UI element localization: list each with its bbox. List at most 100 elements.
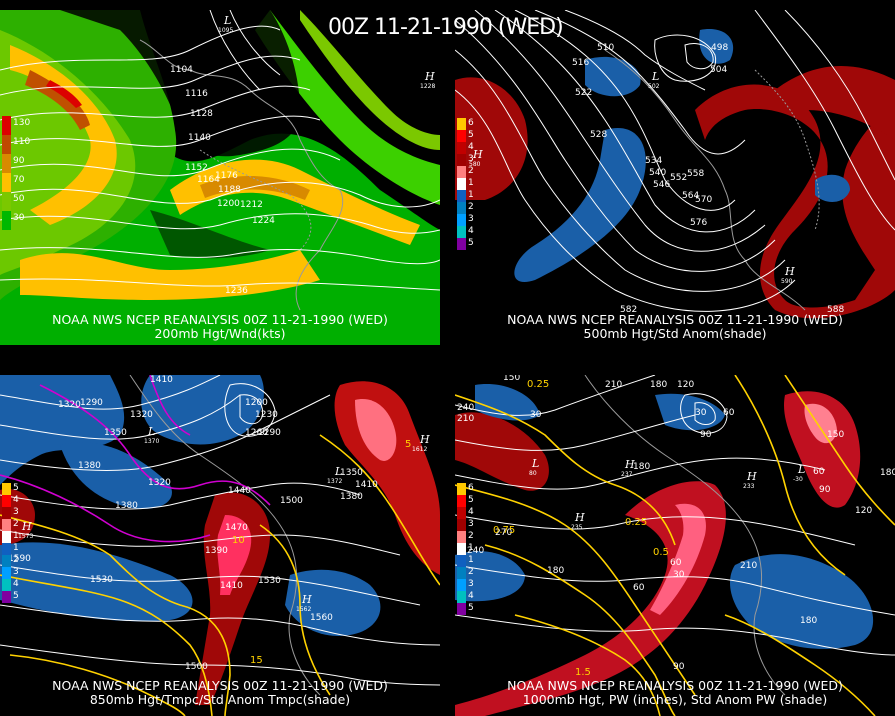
caption-1000mb: NOAA NWS NCEP REANALYSIS 00Z 11-21-1990 …	[455, 679, 895, 707]
legend-item: 4	[457, 591, 487, 603]
panel-850mb: 1410 1320 1290 1350 1320 1200 1230 1260 …	[0, 375, 440, 716]
legend-label: 50	[13, 194, 25, 204]
legend-500mb: 6 5 4 3 2 1 1 2 3 4 5	[457, 118, 487, 250]
map-1000mb: 150 210 180 120 240 210 30 30 60 90 180 …	[455, 375, 895, 716]
contour-label: 1410	[355, 480, 378, 490]
main-title: 00Z 11-21-1990 (WED)	[328, 15, 564, 40]
temp-contours	[0, 434, 440, 716]
legend-label: 3	[468, 214, 474, 224]
contour-label: 60	[633, 583, 645, 593]
caption-line1: NOAA NWS NCEP REANALYSIS 00Z 11-21-1990 …	[507, 312, 843, 327]
legend-swatch	[457, 555, 466, 567]
high-value: 233	[743, 483, 755, 490]
cold-anom-se	[285, 569, 381, 636]
contour-label: 534	[645, 156, 662, 166]
high-low-markers-200mb: L 1095 H 1228	[218, 14, 435, 90]
legend-swatch	[2, 579, 11, 591]
legend-item: 3	[2, 567, 32, 579]
legend-label: 5	[468, 238, 474, 248]
pw-label: 0.25	[625, 517, 647, 528]
contour-label: 570	[695, 195, 712, 205]
legend-item: 5	[2, 591, 32, 603]
pw-label: 0.5	[653, 547, 669, 558]
contour-label: 1224	[252, 216, 275, 226]
temp-label: 10	[232, 535, 245, 546]
legend-swatch	[457, 142, 466, 154]
legend-label: 1	[468, 543, 474, 553]
legend-label: 2	[468, 531, 474, 541]
pw-labels-1000mb: 0.25 0.25 0.5 0.75 1.5	[493, 379, 669, 678]
high-marker: H	[746, 470, 757, 483]
legend-item: 70	[2, 173, 32, 192]
contour-label: 576	[690, 218, 707, 228]
low-value: 80	[529, 470, 537, 477]
contour-label: 30	[530, 410, 542, 420]
caption-850mb: NOAA NWS NCEP REANALYSIS 00Z 11-21-1990 …	[0, 679, 440, 707]
legend-swatch	[457, 543, 466, 555]
contour-label: 90	[700, 430, 712, 440]
coastline	[584, 375, 786, 696]
contour-label: 180	[800, 616, 817, 626]
contour-label: 1104	[170, 65, 193, 75]
panel-200mb: 1104 1116 1128 1140 1152 1164 1176 1188 …	[0, 10, 440, 345]
contour-label: 1380	[115, 501, 138, 511]
legend-label: 5	[468, 603, 474, 613]
legend-swatch	[457, 603, 466, 615]
contour-label: 510	[597, 43, 614, 53]
legend-swatch	[457, 178, 466, 190]
legend-label: 4	[13, 495, 19, 505]
legend-item: 4	[457, 507, 487, 519]
contour-label: 60	[670, 558, 682, 568]
legend-swatch	[457, 226, 466, 238]
contour-label: 1560	[310, 613, 333, 623]
legend-item: 2	[2, 555, 32, 567]
contour-label: 1320	[58, 400, 81, 410]
contour-labels-200mb: 1104 1116 1128 1140 1152 1164 1176 1188 …	[170, 65, 275, 296]
legend-label: 5	[468, 130, 474, 140]
legend-label: 6	[468, 118, 474, 128]
map-200mb: 1104 1116 1128 1140 1152 1164 1176 1188 …	[0, 10, 440, 345]
contour-label: 1290	[80, 398, 103, 408]
contour-label: 558	[687, 169, 704, 179]
contour-label: 120	[677, 380, 694, 390]
warm-anom-ne	[334, 381, 440, 575]
legend-item: 1	[2, 543, 32, 555]
legend-swatch	[457, 495, 466, 507]
wind-band-south	[20, 250, 320, 300]
legend-swatch	[457, 154, 466, 166]
high-value: 1228	[420, 83, 435, 90]
legend-swatch	[457, 519, 466, 531]
temp-label: 15	[250, 655, 263, 666]
legend-item: 130	[2, 116, 32, 135]
contour-label: 1128	[190, 109, 213, 119]
low-marker: L	[651, 70, 659, 83]
legend-item: 1	[457, 178, 487, 190]
contour-label: 210	[605, 380, 622, 390]
contour-label: 540	[649, 168, 666, 178]
legend-label: 3	[468, 519, 474, 529]
legend-item: 5	[457, 130, 487, 142]
cold-anom-nw	[475, 384, 540, 421]
panel-500mb: 498 504 510 516 522 528 534 540 546 552 …	[455, 10, 895, 345]
legend-swatch	[2, 531, 11, 543]
legend-item: 2	[457, 166, 487, 178]
legend-label: 5	[13, 483, 19, 493]
map-500mb: 498 504 510 516 522 528 534 540 546 552 …	[455, 10, 895, 319]
legend-swatch	[457, 118, 466, 130]
no-wind-dark	[60, 10, 300, 157]
contour-label: 582	[620, 305, 637, 315]
map-850mb: 1410 1320 1290 1350 1320 1200 1230 1260 …	[0, 375, 440, 716]
pw-label: 0.25	[527, 379, 549, 390]
legend-swatch	[2, 173, 11, 192]
coastline	[604, 49, 806, 311]
legend-label: 2	[13, 555, 19, 565]
legend-swatch	[457, 238, 466, 250]
temp-labels-850mb: 5 15 10	[232, 439, 411, 666]
pw-label: 0.75	[493, 525, 515, 536]
low-marker: L	[147, 425, 155, 438]
legend-swatch	[457, 591, 466, 603]
contour-label: 1350	[104, 428, 127, 438]
legend-swatch	[2, 495, 11, 507]
contour-label: 150	[827, 430, 844, 440]
contour-labels-1000mb: 150 210 180 120 240 210 30 30 60 90 180 …	[457, 375, 895, 672]
